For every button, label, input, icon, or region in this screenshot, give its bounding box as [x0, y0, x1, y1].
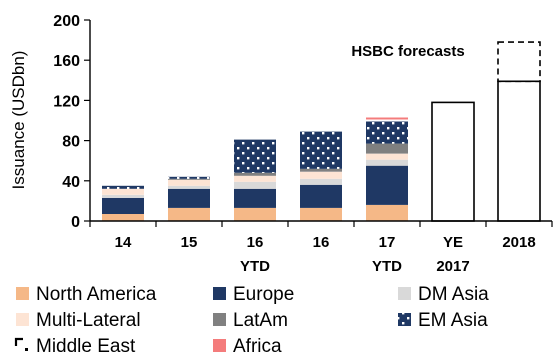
bar-segment-4-1 [168, 178, 210, 180]
bar-segment-3-1 [168, 179, 210, 186]
y-tick-label-4: 160 [53, 53, 80, 70]
x-label-0-line1: 14 [115, 234, 132, 251]
bar-segment-3-4 [366, 153, 408, 160]
legend-swatch-2 [398, 287, 411, 300]
legend-item-1: Europe [213, 284, 294, 305]
y-tick-label-3: 120 [53, 93, 80, 110]
bar-segment-3-2 [234, 175, 276, 182]
x-label-3-line1: 16 [313, 234, 330, 251]
bar-segment-2-3 [300, 178, 342, 185]
bar-segment-1-3 [300, 184, 342, 208]
legend-item-0: North America [16, 284, 157, 305]
bar-segment-5-2 [234, 139, 276, 173]
forecast-upside-6 [497, 41, 541, 83]
bar-segment-5-1 [168, 176, 210, 179]
legend-label-4: LatAm [233, 310, 288, 331]
bar-segment-0-1 [168, 207, 210, 221]
x-label-1-line1: 15 [181, 234, 198, 251]
legend-label-6: Middle East [36, 336, 136, 357]
x-label-5-line1: YE [443, 234, 463, 251]
bar-segment-2-2 [234, 181, 276, 189]
legend-swatch-7 [213, 339, 226, 352]
legend-item-6: Middle East [14, 336, 136, 357]
legend-swatch-dot-6 [25, 348, 28, 351]
legend-label-2: DM Asia [418, 284, 489, 305]
legend-item-4: LatAm [213, 310, 288, 331]
forecast-bar-6 [497, 80, 541, 222]
bar-segment-0-4 [366, 204, 408, 221]
legend-item-7: Africa [213, 336, 282, 357]
bar-segment-2-0 [102, 194, 144, 198]
x-label-4-line1: 17 [379, 234, 396, 251]
bar-segment-4-3 [300, 168, 342, 172]
bar-segment-7-4 [366, 117, 408, 120]
legend: North America Europe DM Asia Multi-Lateral L… [14, 284, 489, 357]
legend-label-3: Multi-Lateral [36, 310, 141, 331]
x-label-2-line1: 16 [247, 234, 264, 251]
y-tick-label-2: 80 [62, 134, 80, 151]
y-tick-label-0: 0 [71, 214, 80, 231]
x-label-4-line2: YTD [372, 258, 402, 275]
legend-label-0: North America [36, 284, 157, 305]
bar-segment-1-4 [366, 165, 408, 205]
bar-segment-2-4 [366, 159, 408, 166]
legend-swatch-4 [213, 313, 226, 326]
legend-swatch-5 [398, 313, 411, 326]
bar-segment-1-0 [102, 197, 144, 214]
legend-item-3: Multi-Lateral [16, 310, 141, 331]
legend-swatch-0 [16, 287, 29, 300]
bar-segment-1-1 [168, 188, 210, 208]
x-label-6-line1: 2018 [502, 234, 535, 251]
legend-label-1: Europe [233, 284, 294, 305]
plot-area: HSBC forecasts 0 40 80 120 160 200 14 15 16 YTD 16 1… [53, 13, 553, 275]
bar-segment-4-4 [366, 143, 408, 154]
legend-item-5: EM Asia [398, 310, 488, 331]
y-tick-label-5: 200 [53, 13, 80, 30]
legend-swatch-3 [16, 313, 29, 326]
bar-segment-3-0 [102, 188, 144, 195]
bar-segment-1-2 [234, 188, 276, 208]
bar-segment-3-3 [300, 171, 342, 179]
bar-segment-5-3 [300, 131, 342, 169]
legend-label-7: Africa [233, 336, 282, 357]
bar-segment-0-3 [300, 207, 342, 221]
bar-segment-5-4 [366, 121, 408, 144]
legend-swatch-corner-6 [14, 337, 23, 346]
bar-segment-6-4 [366, 119, 408, 122]
legend-swatch-1 [213, 287, 226, 300]
bar-segment-0-0 [102, 214, 144, 221]
bar-segment-2-1 [168, 185, 210, 189]
forecast-bar-5 [431, 101, 475, 222]
legend-label-5: EM Asia [418, 310, 488, 331]
x-label-2-line2: YTD [240, 258, 270, 275]
bar-segment-0-2 [234, 207, 276, 221]
forecast-annotation: HSBC forecasts [351, 43, 464, 60]
x-label-5-line2: 2017 [436, 258, 469, 275]
legend-item-2: DM Asia [398, 284, 489, 305]
bar-segment-4-2 [234, 172, 276, 176]
y-axis-label: Issuance (USDbn) [9, 51, 28, 190]
y-tick-label-1: 40 [62, 174, 80, 191]
bar-segment-5-0 [102, 185, 144, 189]
